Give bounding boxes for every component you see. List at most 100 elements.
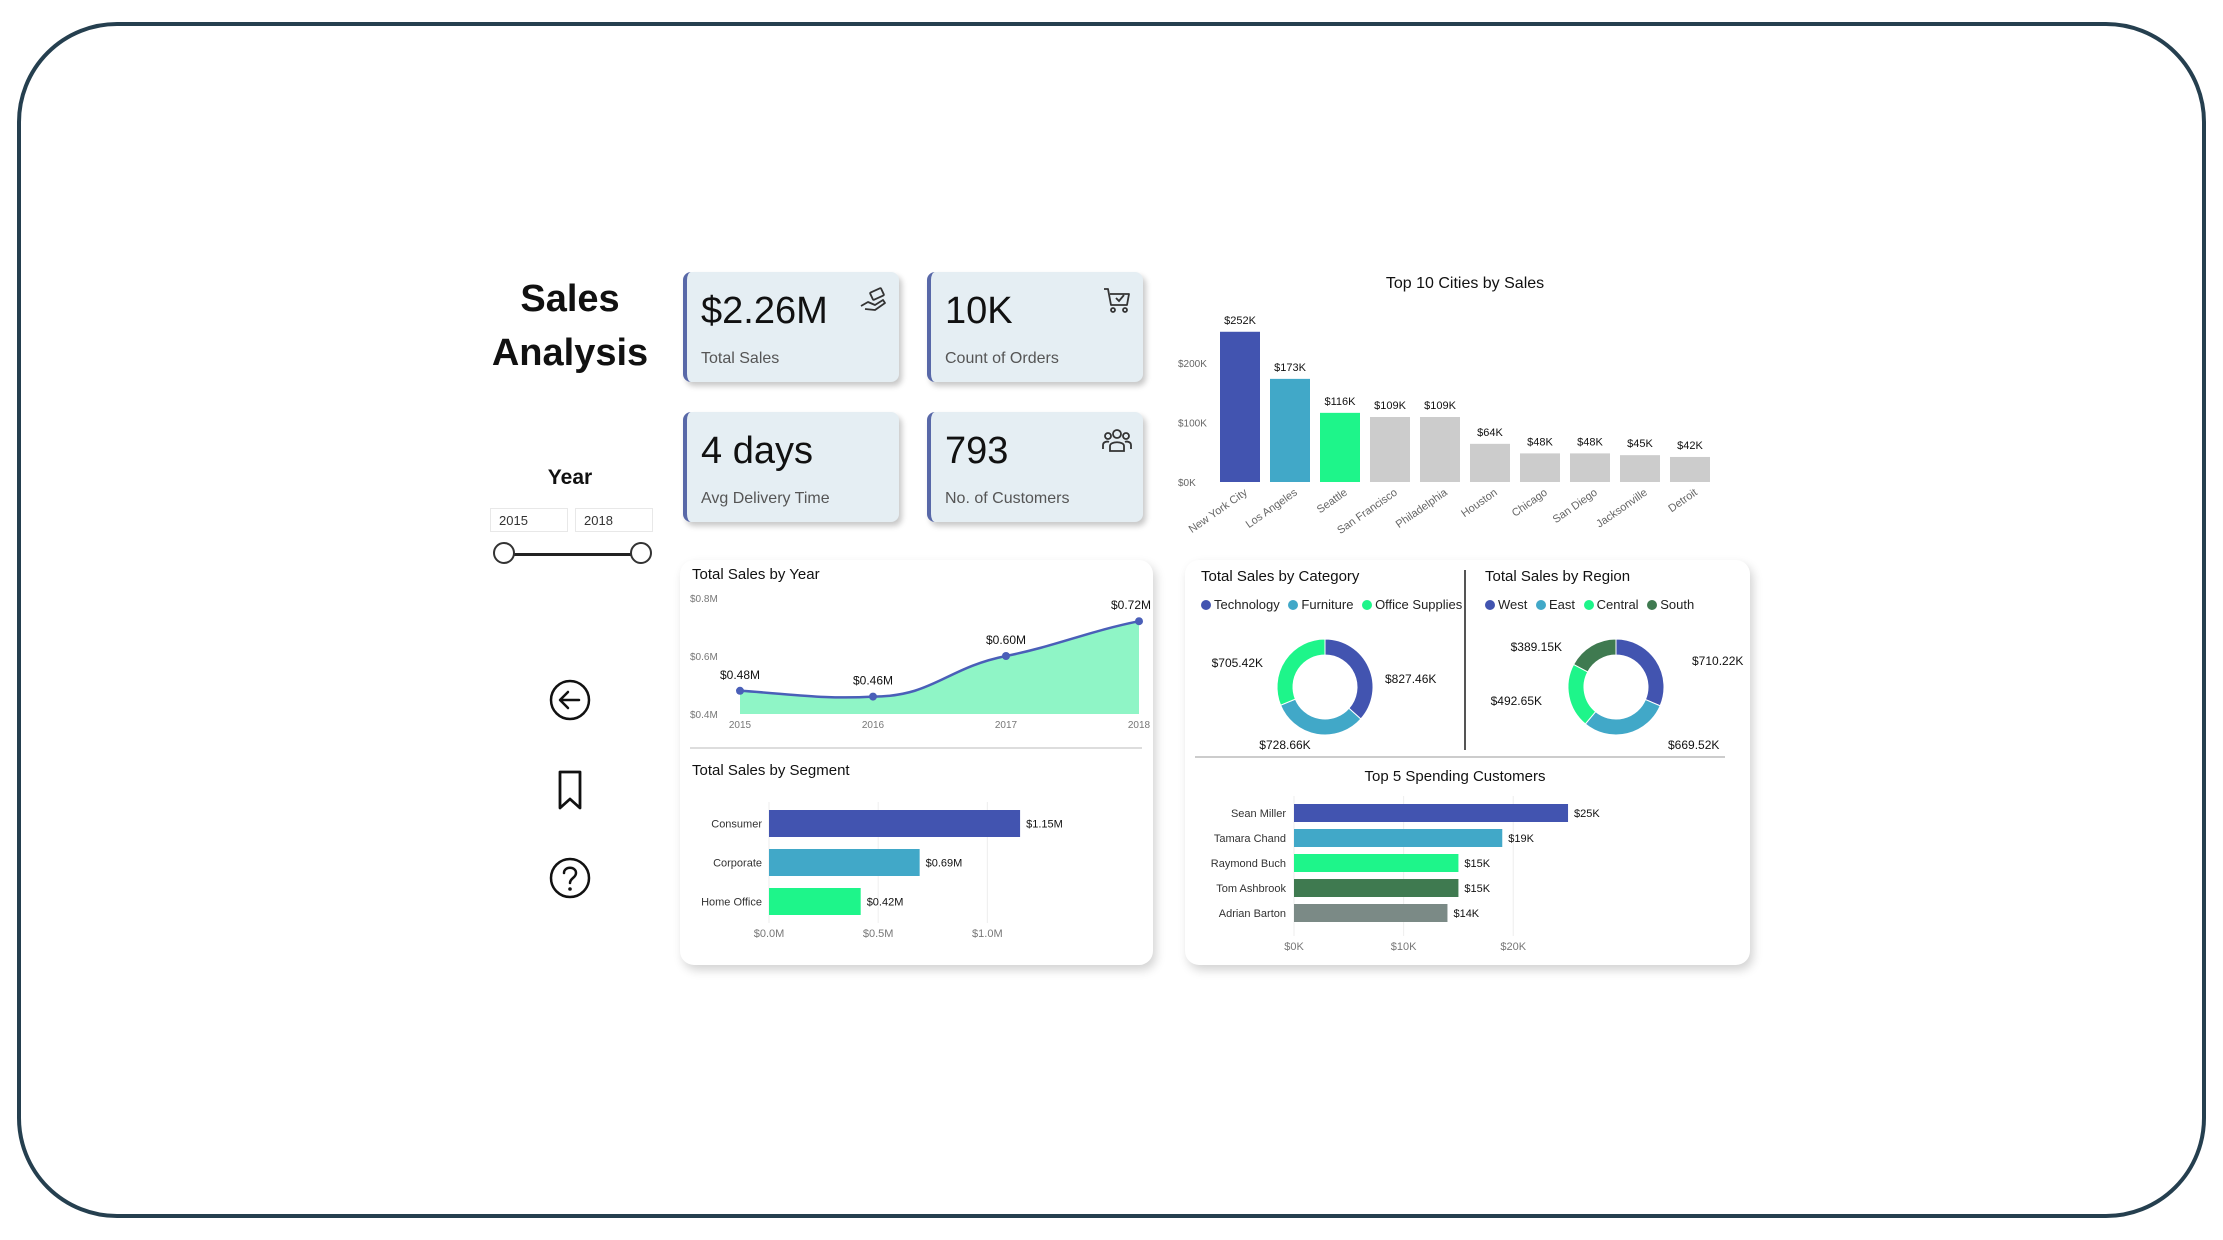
bar: [1270, 378, 1310, 482]
y-tick-label: $200K: [1178, 359, 1207, 370]
data-label: $827.46K: [1385, 672, 1436, 686]
legend-item: Office Supplies: [1362, 597, 1462, 612]
category-donut-chart: $827.46K $728.66K $705.42K: [1212, 638, 1436, 750]
y-tick-label: Tom Ashbrook: [1216, 883, 1286, 895]
data-label: $0.48M: [720, 668, 760, 682]
kpi-card-total-sales[interactable]: $2.26M Total Sales: [683, 272, 899, 382]
data-label: $25K: [1574, 808, 1600, 820]
y-tick-label: Home Office: [701, 897, 762, 909]
data-label: $116K: [1325, 396, 1357, 408]
data-label: $42K: [1677, 440, 1703, 452]
y-tick-label: $0.4M: [690, 710, 718, 721]
data-label: $45K: [1627, 438, 1653, 450]
year-from-input[interactable]: 2015: [490, 508, 568, 532]
customers-chart-title: Top 5 Spending Customers: [1364, 768, 1546, 785]
data-label: $0.46M: [853, 674, 893, 688]
bar: [1220, 331, 1260, 482]
x-tick-label: $1.0M: [972, 928, 1003, 940]
legend-item: South: [1647, 597, 1694, 612]
data-label: $15K: [1464, 858, 1490, 870]
data-point: [736, 686, 744, 695]
y-tick-label: $0K: [1178, 478, 1196, 489]
data-label: $15K: [1464, 883, 1490, 895]
kpi-card-avg-delivery-time[interactable]: 4 days Avg Delivery Time: [683, 412, 899, 522]
title-line-2: Analysis: [491, 332, 649, 374]
year-slider-track[interactable]: [503, 553, 641, 556]
bar: [1294, 904, 1448, 922]
bar: [1294, 854, 1459, 872]
x-tick-label: Los Angeles: [1244, 486, 1300, 530]
data-label: $48K: [1577, 436, 1603, 448]
year-slider-end-handle[interactable]: [630, 542, 652, 564]
donut-slice: [1276, 638, 1326, 706]
year-chart-title: Total Sales by Year: [692, 566, 820, 583]
data-point: [1135, 617, 1143, 626]
cities-bar-chart: $0K $100K $200K $252K New York City $173K Los …: [1178, 315, 1710, 537]
legend-item: Central: [1583, 597, 1639, 612]
y-tick-label: $0.6M: [690, 652, 718, 663]
donut-slice: [1567, 663, 1597, 725]
x-tick-label: $0K: [1284, 941, 1304, 953]
segment-bar-chart: $0.0M $0.5M $1.0M Consumer $1.15M Corporate $0…: [701, 802, 1063, 940]
y-tick-label: $100K: [1178, 418, 1207, 429]
category-legend: Technology Furniture Office Supplies: [1201, 597, 1467, 612]
bar: [1620, 455, 1660, 482]
arrow-left-circle-icon[interactable]: [548, 678, 592, 722]
year-filter-label: Year: [547, 466, 593, 489]
bar: [1670, 456, 1710, 482]
panel-divider: [690, 747, 1142, 749]
bar: [1294, 829, 1503, 847]
year-area-chart: $0.4M $0.6M $0.8M $0.48M 2015 $0.46M 2016 $0.60…: [690, 594, 1151, 731]
kpi-label: No. of Customers: [945, 490, 1070, 507]
data-label: $0.42M: [867, 897, 904, 909]
legend-item: Technology: [1201, 597, 1280, 612]
year-to-input[interactable]: 2018: [575, 508, 653, 532]
donut-slice: [1279, 698, 1362, 736]
page-title: Sales Analysis: [470, 272, 670, 380]
x-tick-label: 2015: [729, 720, 752, 731]
x-tick-label: 2016: [862, 720, 885, 731]
data-label: $14K: [1453, 908, 1479, 920]
x-tick-label: Chicago: [1510, 487, 1550, 520]
donut-slice: [1615, 638, 1665, 707]
category-chart-title: Total Sales by Category: [1201, 568, 1360, 585]
panel-divider: [1464, 570, 1466, 750]
title-line-1: Sales: [520, 278, 620, 320]
data-label: $710.22K: [1692, 654, 1743, 668]
data-label: $389.15K: [1511, 640, 1562, 654]
shopping-cart-icon: [1104, 288, 1130, 313]
money-hand-icon: [860, 287, 886, 311]
y-tick-label: Consumer: [711, 819, 762, 831]
bar: [769, 849, 920, 876]
x-tick-label: Seattle: [1315, 487, 1350, 516]
legend-item: West: [1485, 597, 1527, 612]
kpi-label: Avg Delivery Time: [701, 490, 830, 507]
data-label: $48K: [1527, 436, 1553, 448]
y-tick-label: $0.8M: [690, 594, 718, 605]
year-segment-panel: Total Sales by Year $0.4M $0.6M $0.8M $0.48…: [680, 560, 1153, 965]
region-donut-chart: $710.22K $669.52K $492.65K $389.15K: [1491, 638, 1743, 750]
data-label: $173K: [1274, 362, 1306, 374]
y-tick-label: Adrian Barton: [1219, 908, 1286, 920]
data-label: $19K: [1508, 833, 1534, 845]
kpi-card-count-of-orders[interactable]: 10K Count of Orders: [927, 272, 1143, 382]
x-tick-label: Philadelphia: [1394, 486, 1451, 531]
data-label: $0.69M: [926, 858, 963, 870]
data-label: $669.52K: [1668, 738, 1719, 750]
data-label: $64K: [1477, 427, 1503, 439]
kpi-card-customers[interactable]: 793 No. of Customers: [927, 412, 1143, 522]
x-tick-label: 2018: [1128, 720, 1151, 731]
bookmark-icon[interactable]: [548, 768, 592, 812]
bar: [1370, 417, 1410, 482]
x-tick-label: Houston: [1459, 487, 1499, 520]
data-label: $0.60M: [986, 633, 1026, 647]
y-tick-label: Raymond Buch: [1211, 858, 1286, 870]
bar: [1570, 453, 1610, 482]
data-point: [1002, 652, 1010, 660]
segment-chart-title: Total Sales by Segment: [692, 762, 850, 779]
year-slider-start-handle[interactable]: [493, 542, 515, 564]
donut-slice: [1572, 638, 1617, 673]
donut-slice: [1584, 698, 1661, 736]
kpi-label: Total Sales: [701, 350, 780, 367]
question-circle-icon[interactable]: [548, 856, 592, 900]
